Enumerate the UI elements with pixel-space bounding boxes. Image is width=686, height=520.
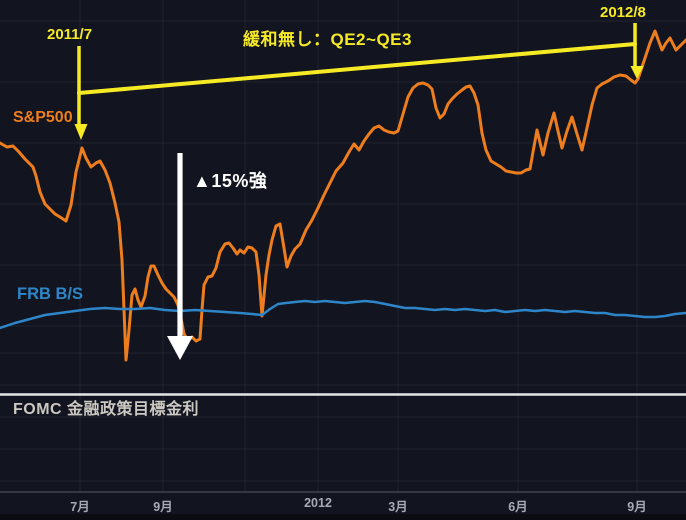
drop-percentage-label: ▲15%強 bbox=[193, 171, 268, 191]
annotation-2011-7-label: 2011/7 bbox=[47, 26, 93, 43]
series-frb-b-s bbox=[0, 299, 686, 330]
x-tick-label: 3月 bbox=[388, 500, 408, 514]
annotation-2012-8-label: 2012/8 bbox=[600, 4, 646, 21]
x-tick-label: 2012 bbox=[304, 496, 332, 510]
qe-period-label: 緩和無し：QE2~QE3 bbox=[243, 30, 412, 49]
x-tick-label: 9月 bbox=[627, 500, 647, 514]
series-s-p500 bbox=[0, 29, 686, 362]
sp500-series-label: S&P500 bbox=[13, 109, 73, 126]
drop-15pct-arrow-head bbox=[167, 336, 193, 360]
x-tick-label: 6月 bbox=[508, 500, 528, 514]
arrow-2012-8-head bbox=[630, 66, 644, 79]
arrow-2011-7-head bbox=[74, 124, 88, 140]
frb-bs-series-label: FRB B/S bbox=[17, 285, 83, 303]
x-tick-label: 7月 bbox=[70, 500, 90, 514]
fomc-target-rate-label: FOMC 金融政策目標金利 bbox=[13, 401, 200, 418]
x-tick-label: 9月 bbox=[153, 500, 173, 514]
qe-period-trend-line bbox=[77, 42, 637, 95]
